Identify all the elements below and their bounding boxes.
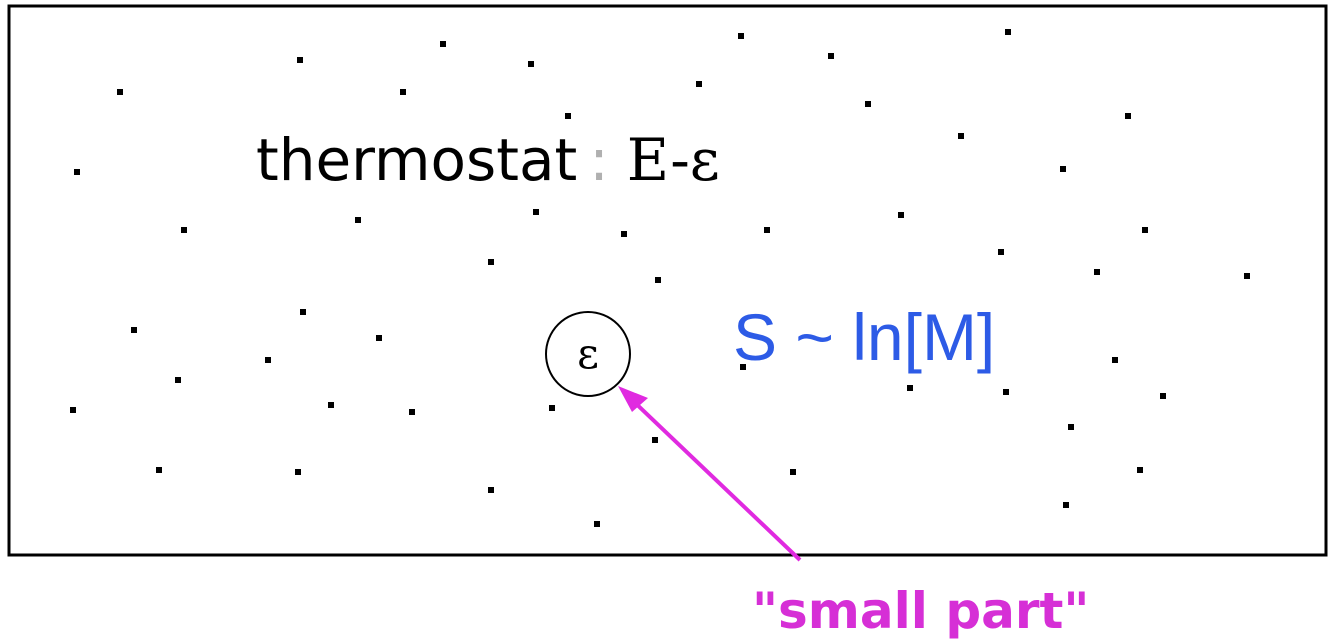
particle-dot (998, 249, 1004, 255)
particle-dot (1137, 467, 1143, 473)
particle-dot (828, 53, 834, 59)
particle-dot (594, 521, 600, 527)
particle-dot (265, 357, 271, 363)
particle-dot (488, 487, 494, 493)
particle-dot (565, 113, 571, 119)
particle-dot (156, 467, 162, 473)
particle-dot (1094, 269, 1100, 275)
particle-dot (70, 407, 76, 413)
thermostat-label: thermostat (256, 126, 577, 194)
arrow (618, 386, 802, 562)
particle-dot (958, 133, 964, 139)
particle-dot (1063, 502, 1069, 508)
particle-dot (533, 209, 539, 215)
thermostat-box (7, 4, 1328, 557)
particle-dot (738, 33, 744, 39)
particle-dot (549, 405, 555, 411)
particle-dot (1112, 357, 1118, 363)
particle-dot (1060, 166, 1066, 172)
particle-dot (1003, 389, 1009, 395)
particle-dot (175, 377, 181, 383)
particle-dot (1142, 227, 1148, 233)
particle-dot (328, 402, 334, 408)
particle-dot (528, 61, 534, 67)
subsystem-circle (545, 311, 631, 397)
particle-dot (297, 57, 303, 63)
thermostat-separator: : (589, 126, 609, 194)
particle-dot (1005, 29, 1011, 35)
particle-dot (790, 469, 796, 475)
particle-dot (355, 217, 361, 223)
particle-dot (621, 231, 627, 237)
thermostat-energy: E-ε (627, 126, 720, 194)
particle-dot (898, 212, 904, 218)
particle-dot (1068, 424, 1074, 430)
particle-dot (1244, 273, 1250, 279)
subsystem-symbol: ε (577, 329, 599, 378)
particles (70, 29, 1250, 527)
particle-dot (740, 364, 746, 370)
particle-dot (181, 227, 187, 233)
particle-dot (1125, 113, 1131, 119)
particle-dot (655, 277, 661, 283)
particle-dot (300, 309, 306, 315)
thermostat-title: thermostat: E-ε (256, 126, 720, 194)
particle-dot (652, 437, 658, 443)
particle-dot (409, 409, 415, 415)
particle-dot (488, 259, 494, 265)
entropy-formula: S ~ ln[M] (733, 300, 995, 374)
particle-dot (1160, 393, 1166, 399)
particle-dot (440, 41, 446, 47)
particle-dot (400, 89, 406, 95)
particle-dot (295, 469, 301, 475)
particle-dot (764, 227, 770, 233)
particle-dot (865, 101, 871, 107)
particle-dot (696, 81, 702, 87)
particle-dot (376, 335, 382, 341)
particle-dot (907, 385, 913, 391)
small-part-label: "small part" (752, 582, 1089, 640)
particle-dot (117, 89, 123, 95)
particle-dot (74, 169, 80, 175)
particle-dot (131, 327, 137, 333)
